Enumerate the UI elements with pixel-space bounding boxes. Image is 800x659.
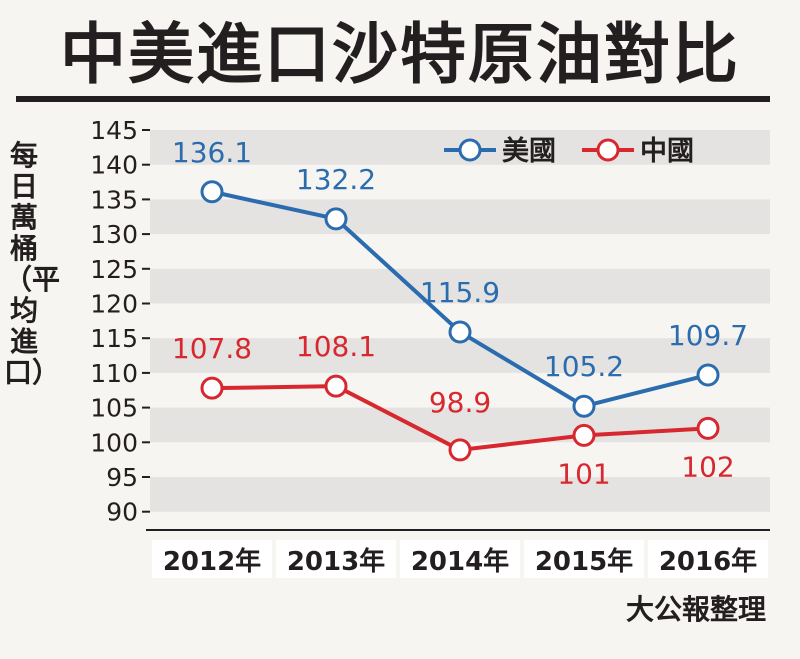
data-label: 101 [557,457,610,490]
y-tick-label: 120 [90,290,138,319]
data-label: 102 [681,450,734,483]
data-point [200,180,224,204]
y-tick-label: 105 [90,394,138,423]
grid-band [150,477,770,512]
x-label-box [400,540,520,578]
data-point [572,423,596,447]
chart-title: 中美進口沙特原油對比 [60,15,740,93]
legend-marker [596,138,620,162]
x-tick-label: 2014年 [411,546,509,577]
data-point [696,416,720,440]
x-label-box [524,540,644,578]
legend-label: 中國 [640,136,694,167]
data-label: 115.9 [420,276,500,309]
data-label: 136.1 [172,136,252,169]
x-label-box [152,540,272,578]
data-point [448,438,472,462]
data-point [696,363,720,387]
grid-band [150,338,770,373]
grid-band [150,199,770,235]
y-tick-label: 90 [106,498,138,527]
title-divider [16,96,770,102]
y-tick-label: 135 [90,185,138,214]
y-tick-label: 130 [90,220,138,249]
x-tick-label: 2016年 [659,546,757,577]
y-tick-label: 125 [90,255,138,284]
grid-band [150,407,770,443]
x-tick-label: 2015年 [535,546,633,577]
data-label: 98.9 [429,386,491,419]
legend-label: 美國 [502,135,556,167]
legend-marker [458,138,482,162]
x-tick-label: 2012年 [163,546,261,577]
data-label: 105.2 [544,350,624,383]
data-label: 109.7 [668,319,748,352]
y-tick-label: 95 [106,463,138,492]
x-label-box [648,540,768,578]
y-tick-label: 110 [90,359,138,388]
data-point [200,376,224,400]
source-credit: 大公報整理 [625,593,766,626]
data-point [448,320,472,344]
y-tick-label: 100 [90,428,138,457]
x-label-box [276,540,396,578]
data-point [324,207,348,231]
data-point [572,394,596,418]
y-tick-label: 140 [90,151,138,180]
y-tick-label: 145 [90,116,138,145]
x-tick-label: 2013年 [287,546,385,577]
grid-band [150,268,770,304]
data-point [324,374,348,398]
y-tick-label: 115 [90,324,138,353]
data-label: 108.1 [296,330,376,363]
data-label: 107.8 [172,332,252,365]
data-label: 132.2 [296,163,376,196]
